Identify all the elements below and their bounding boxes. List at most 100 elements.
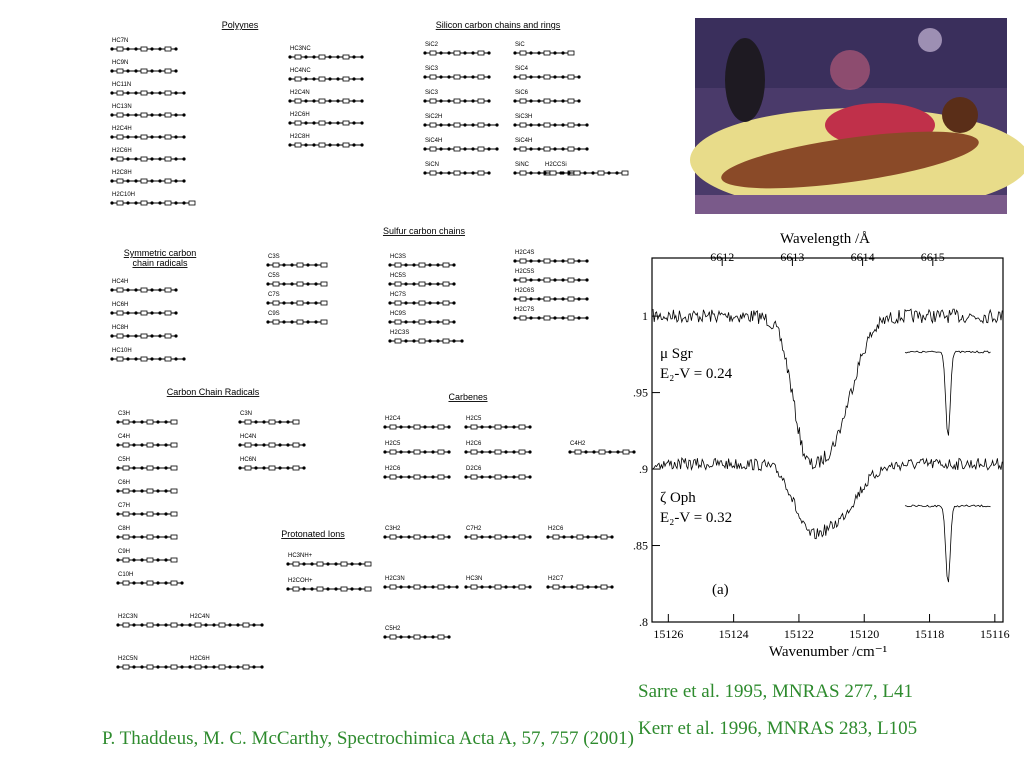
atom — [328, 77, 332, 81]
atom — [388, 263, 392, 267]
bond-box — [170, 664, 178, 670]
atom — [126, 179, 130, 183]
molecule-label: HC4H — [112, 279, 128, 285]
bond-box — [418, 338, 426, 344]
atom — [150, 157, 154, 161]
bond-box — [389, 474, 397, 480]
bond-box — [146, 419, 154, 425]
atom — [464, 450, 468, 454]
atom — [464, 535, 468, 539]
bond-box — [164, 287, 172, 293]
molecule-label: H2C6H — [112, 148, 132, 154]
atom — [464, 425, 468, 429]
atom — [404, 263, 408, 267]
atom — [585, 259, 589, 263]
bond-box — [116, 178, 124, 184]
atom — [278, 420, 282, 424]
bond-box — [164, 156, 172, 162]
bond-box — [218, 622, 226, 628]
atom — [529, 297, 533, 301]
atom — [513, 147, 517, 151]
atom — [423, 171, 427, 175]
atom — [537, 297, 541, 301]
atom — [336, 55, 340, 59]
molecule-label: H2C6 — [466, 441, 482, 447]
molecule-label: SiC4 — [515, 66, 529, 72]
molecule-label: HC6N — [240, 457, 256, 463]
atom — [452, 301, 456, 305]
annotation: (a) — [712, 582, 729, 598]
atom — [310, 587, 314, 591]
bond-box — [418, 300, 426, 306]
atom — [336, 99, 340, 103]
molecule-label: HC4NC — [290, 68, 311, 74]
bond-box — [242, 664, 250, 670]
molecule-label: HC5S — [390, 273, 406, 279]
bond-box — [413, 584, 421, 590]
bond-box — [442, 300, 450, 306]
atom — [488, 585, 492, 589]
atom — [174, 357, 178, 361]
bond-box — [470, 449, 478, 455]
atom — [577, 147, 581, 151]
atom — [282, 263, 286, 267]
top-axis-title: Wavelength /Å — [780, 231, 870, 247]
atom — [182, 135, 186, 139]
atom — [304, 121, 308, 125]
atom — [288, 77, 292, 81]
atom — [553, 99, 557, 103]
atom — [471, 123, 475, 127]
spectrum-trace — [652, 456, 1003, 540]
bond-box — [429, 146, 437, 152]
bond-box — [394, 300, 402, 306]
bond-box — [389, 634, 397, 640]
molecule-label: HC3NC — [290, 46, 311, 52]
molecule-label: H2C3N — [118, 614, 138, 620]
molecule-label: SiC2H — [425, 114, 442, 120]
bond-box — [518, 424, 526, 430]
bond-box — [437, 424, 445, 430]
citation: P. Thaddeus, M. C. McCarthy, Spectrochim… — [102, 728, 634, 749]
molecule-label: C9S — [268, 311, 280, 317]
atom — [480, 450, 484, 454]
bond-box — [621, 170, 629, 176]
bond-box — [146, 580, 154, 586]
atom — [182, 201, 186, 205]
atom — [447, 425, 451, 429]
x2-tick-label: 6614 — [851, 250, 875, 264]
molecule-label: HC7N — [112, 38, 128, 44]
bond-box — [294, 120, 302, 126]
atom — [158, 288, 162, 292]
group-title: Polyynes — [222, 20, 259, 30]
bond-box — [543, 122, 551, 128]
atom — [388, 282, 392, 286]
molecule-label: HC11N — [112, 82, 131, 88]
bond-box — [543, 50, 551, 56]
bond-box — [294, 76, 302, 82]
atom — [302, 587, 306, 591]
atom — [304, 77, 308, 81]
atom — [306, 320, 310, 324]
atom — [543, 171, 547, 175]
atom — [134, 201, 138, 205]
atom — [150, 201, 154, 205]
atom — [407, 475, 411, 479]
molecule-label: H2C5 — [385, 441, 401, 447]
atom — [407, 450, 411, 454]
atom — [436, 282, 440, 286]
bond-box — [543, 98, 551, 104]
bond-box — [413, 634, 421, 640]
atom — [513, 316, 517, 320]
bond-box — [146, 534, 154, 540]
atom — [488, 535, 492, 539]
atom — [236, 623, 240, 627]
atom — [150, 69, 154, 73]
x-tick-label: 15120 — [849, 627, 879, 641]
molecule-label: H2C7 — [548, 576, 564, 582]
atom — [140, 535, 144, 539]
bond-box — [519, 146, 527, 152]
atom — [290, 263, 294, 267]
atom — [404, 301, 408, 305]
atom — [126, 91, 130, 95]
atom — [447, 147, 451, 151]
